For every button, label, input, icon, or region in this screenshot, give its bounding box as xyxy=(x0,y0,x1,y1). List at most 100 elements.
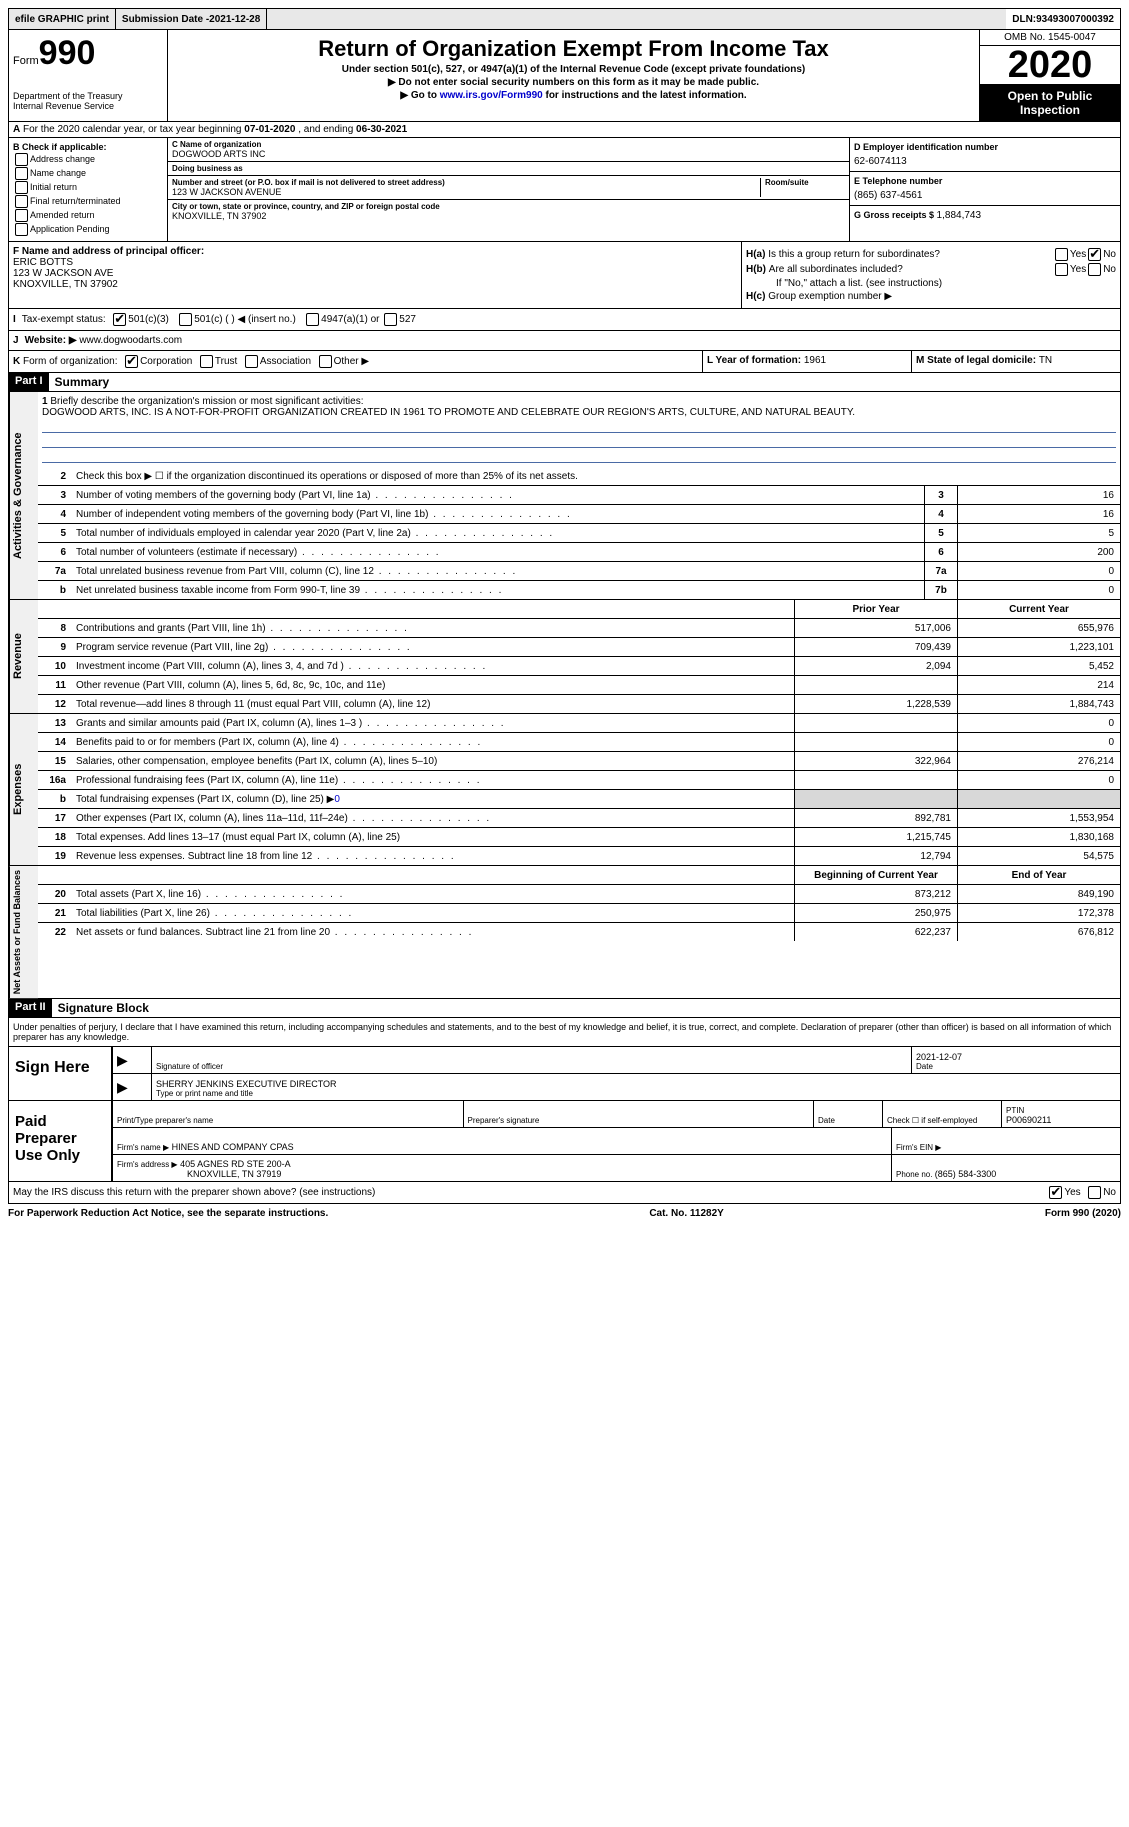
row-i: I Tax-exempt status: 501(c)(3) 501(c) ( … xyxy=(8,309,1121,331)
hb-no[interactable] xyxy=(1088,263,1101,276)
cb-name-change[interactable]: Name change xyxy=(13,167,163,180)
line-18: 18Total expenses. Add lines 13–17 (must … xyxy=(38,828,1120,847)
dln: DLN: 93493007000392 xyxy=(1006,9,1120,29)
hb-yes[interactable] xyxy=(1055,263,1068,276)
cb-initial-return[interactable]: Initial return xyxy=(13,181,163,194)
paid-preparer-label: Paid Preparer Use Only xyxy=(9,1101,113,1181)
form-page: Form 990 (2020) xyxy=(1045,1208,1121,1219)
open-to-public: Open to Public Inspection xyxy=(980,85,1120,121)
section-fh: F Name and address of principal officer:… xyxy=(8,242,1121,309)
top-toolbar: efile GRAPHIC print Submission Date - 20… xyxy=(8,8,1121,30)
firm-addr1: 405 AGNES RD STE 200-A xyxy=(180,1159,291,1169)
row-k: K Form of organization: Corporation Trus… xyxy=(9,351,702,372)
form-number: Form990 xyxy=(13,34,163,73)
gross-receipts: 1,884,743 xyxy=(937,210,982,221)
street-row: Number and street (or P.O. box if mail i… xyxy=(168,176,849,200)
col-b-checkboxes: B Check if applicable: Address change Na… xyxy=(9,138,168,241)
cb-527[interactable] xyxy=(384,313,397,326)
fundraising-link[interactable]: 0 xyxy=(334,794,340,805)
line-3: 3Number of voting members of the governi… xyxy=(38,486,1120,505)
discuss-no[interactable] xyxy=(1088,1186,1101,1199)
firm-addr2: KNOXVILLE, TN 37919 xyxy=(117,1169,887,1179)
cb-corp[interactable] xyxy=(125,355,138,368)
section-revenue: Revenue Prior Year Current Year 8Contrib… xyxy=(8,600,1121,714)
org-name: DOGWOOD ARTS INC xyxy=(172,149,845,159)
line-16a: 16aProfessional fundraising fees (Part I… xyxy=(38,771,1120,790)
header-left: Form990 Department of the Treasury Inter… xyxy=(9,30,168,121)
line-5: 5Total number of individuals employed in… xyxy=(38,524,1120,543)
firm-phone: (865) 584-3300 xyxy=(935,1169,997,1179)
paid-preparer-row: Paid Preparer Use Only Print/Type prepar… xyxy=(9,1100,1120,1181)
officer-addr2: KNOXVILLE, TN 37902 xyxy=(13,279,737,290)
cb-501c3[interactable] xyxy=(113,313,126,326)
col-f: F Name and address of principal officer:… xyxy=(9,242,741,308)
cb-application-pending[interactable]: Application Pending xyxy=(13,223,163,236)
self-employed-check[interactable]: Check ☐ if self-employed xyxy=(887,1116,997,1125)
ein-value: 62-6074113 xyxy=(854,156,1116,167)
net-header: Beginning of Current Year End of Year xyxy=(38,866,1120,885)
section-expenses: Expenses 13Grants and similar amounts pa… xyxy=(8,714,1121,866)
row-m: M State of legal domicile: TN xyxy=(911,351,1120,372)
sign-here-label: Sign Here xyxy=(9,1047,113,1100)
cb-other[interactable] xyxy=(319,355,332,368)
row-a-year: A For the 2020 calendar year, or tax yea… xyxy=(8,122,1121,138)
vtab-expenses: Expenses xyxy=(9,714,38,865)
efile-print-button[interactable]: efile GRAPHIC print xyxy=(9,9,116,29)
cb-amended[interactable]: Amended return xyxy=(13,209,163,222)
col-d: D Employer identification number 62-6074… xyxy=(849,138,1120,241)
tax-year: 2020 xyxy=(980,46,1120,85)
sign-arrow-icon-2: ▶ xyxy=(117,1079,147,1096)
cb-address-change[interactable]: Address change xyxy=(13,153,163,166)
cb-4947[interactable] xyxy=(306,313,319,326)
part1-title: Summary xyxy=(49,373,116,391)
form-title: Return of Organization Exempt From Incom… xyxy=(176,36,971,62)
mission-block: 1 Briefly describe the organization's mi… xyxy=(38,392,1120,467)
sign-here-row: Sign Here ▶ Signature of officer 2021-12… xyxy=(9,1046,1120,1100)
header-right: OMB No. 1545-0047 2020 Open to Public In… xyxy=(979,30,1120,121)
street-address: 123 W JACKSON AVENUE xyxy=(172,187,756,197)
line-10: 10Investment income (Part VIII, column (… xyxy=(38,657,1120,676)
submission-date: Submission Date - 2021-12-28 xyxy=(116,9,267,29)
part2-title: Signature Block xyxy=(52,999,155,1017)
hc-line: H(c) Group exemption number ▶ xyxy=(746,291,1116,302)
cb-trust[interactable] xyxy=(200,355,213,368)
sign-date: 2021-12-07 xyxy=(916,1052,1116,1062)
ha-no[interactable] xyxy=(1088,248,1101,261)
discuss-row: May the IRS discuss this return with the… xyxy=(8,1182,1121,1204)
sign-arrow-icon: ▶ xyxy=(117,1052,147,1069)
row-l: L Year of formation: 1961 xyxy=(702,351,911,372)
col-h: H(a) Is this a group return for subordin… xyxy=(741,242,1120,308)
mission-text: DOGWOOD ARTS, INC. IS A NOT-FOR-PROFIT O… xyxy=(42,407,855,418)
col-c: C Name of organization DOGWOOD ARTS INC … xyxy=(168,138,849,241)
irs-link[interactable]: www.irs.gov/Form990 xyxy=(440,90,543,101)
subtitle-3: ▶ Go to www.irs.gov/Form990 for instruct… xyxy=(176,90,971,101)
cb-final-return[interactable]: Final return/terminated xyxy=(13,195,163,208)
part2-header-row: Part II Signature Block xyxy=(8,999,1121,1018)
part1-badge: Part I xyxy=(9,373,49,391)
section-bcd: B Check if applicable: Address change Na… xyxy=(8,138,1121,242)
line-17: 17Other expenses (Part IX, column (A), l… xyxy=(38,809,1120,828)
section-governance: Activities & Governance 1 Briefly descri… xyxy=(8,392,1121,600)
tel-row: E Telephone number (865) 637-4561 xyxy=(850,172,1120,206)
line-19: 19Revenue less expenses. Subtract line 1… xyxy=(38,847,1120,865)
officer-label: F Name and address of principal officer: xyxy=(13,246,737,257)
vtab-governance: Activities & Governance xyxy=(9,392,38,599)
subtitle-1: Under section 501(c), 527, or 4947(a)(1)… xyxy=(176,64,971,75)
line-6: 6Total number of volunteers (estimate if… xyxy=(38,543,1120,562)
website-value: www.dogwoodarts.com xyxy=(79,335,182,346)
subtitle-2: ▶ Do not enter social security numbers o… xyxy=(176,77,971,88)
part1-header-row: Part I Summary xyxy=(8,373,1121,392)
officer-signed-name: SHERRY JENKINS EXECUTIVE DIRECTOR xyxy=(156,1079,1116,1089)
firm-name: HINES AND COMPANY CPAS xyxy=(172,1142,294,1152)
ein-row: D Employer identification number 62-6074… xyxy=(850,138,1120,172)
city-state-zip: KNOXVILLE, TN 37902 xyxy=(172,211,845,221)
line-8: 8Contributions and grants (Part VIII, li… xyxy=(38,619,1120,638)
line-13: 13Grants and similar amounts paid (Part … xyxy=(38,714,1120,733)
ha-yes[interactable] xyxy=(1055,248,1068,261)
header-title-block: Return of Organization Exempt From Incom… xyxy=(168,30,979,121)
discuss-yes[interactable] xyxy=(1049,1186,1062,1199)
dept-treasury: Department of the Treasury xyxy=(13,91,163,101)
cb-501c[interactable] xyxy=(179,313,192,326)
cb-assoc[interactable] xyxy=(245,355,258,368)
line-20: 20Total assets (Part X, line 16)873,2128… xyxy=(38,885,1120,904)
